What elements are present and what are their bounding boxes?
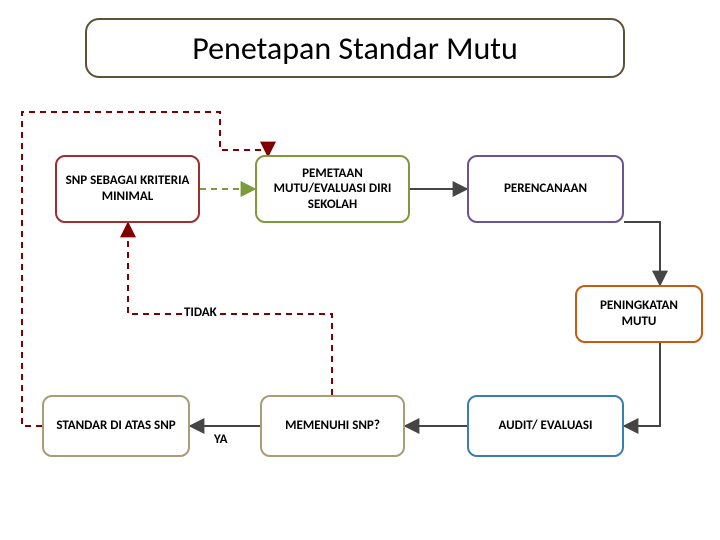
node-standar: STANDAR DI ATAS SNP (42, 395, 190, 457)
edge-peningkatan_down (624, 343, 660, 426)
node-audit: AUDIT/ EVALUASI (467, 395, 624, 457)
node-pemetaan: PEMETAAN MUTU/EVALUASI DIRI SEKOLAH (255, 155, 410, 223)
edge-memenuhi_top_tidak (128, 223, 332, 395)
page-title: Penetapan Standar Mutu (192, 29, 518, 68)
node-perencanaan: PERENCANAAN (467, 155, 624, 223)
node-memenuhi: MEMENUHI SNP? (260, 395, 405, 457)
edge-label-ya: YA (212, 432, 230, 447)
node-snp: SNP SEBAGAI KRITERIA MINIMAL (55, 155, 200, 223)
node-peningkatan: PENINGKATAN MUTU (575, 285, 703, 343)
edge-label-tidak: TIDAK (182, 305, 219, 320)
title-box: Penetapan Standar Mutu (85, 18, 625, 78)
edge-perencanaan_down (624, 222, 660, 285)
